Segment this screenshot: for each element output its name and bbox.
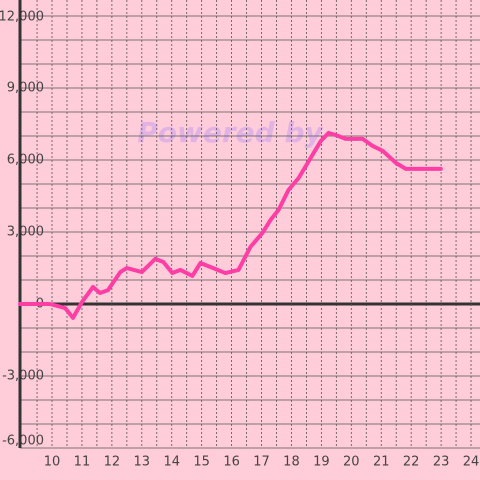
- x-tick-label: 13: [134, 455, 151, 470]
- x-tick-label: 14: [163, 455, 180, 470]
- data-line: [18, 130, 443, 320]
- y-tick-label: -3,000: [2, 369, 44, 384]
- y-tick-label: 12,000: [0, 10, 44, 25]
- x-tick-label: 15: [193, 455, 210, 470]
- x-tick-label: 24: [463, 455, 480, 470]
- y-tick-label: -6,000: [2, 434, 44, 449]
- x-tick-label: 20: [343, 455, 360, 470]
- x-tick-label: 16: [223, 455, 240, 470]
- watermark: Powered by: [137, 116, 324, 149]
- y-tick-label: 6,000: [7, 153, 44, 168]
- x-tick-label: 23: [433, 455, 450, 470]
- x-tick-label: 10: [44, 455, 61, 470]
- x-tick-label: 21: [373, 455, 390, 470]
- x-tick-label: 11: [74, 455, 91, 470]
- y-tick-label: 9,000: [7, 81, 44, 96]
- x-tick-label: 18: [283, 455, 300, 470]
- y-tick-label: 3,000: [7, 225, 44, 240]
- x-tick-label: 22: [403, 455, 420, 470]
- x-tick-label: 17: [253, 455, 270, 470]
- x-tick-label: 12: [104, 455, 121, 470]
- x-tick-label: 19: [313, 455, 330, 470]
